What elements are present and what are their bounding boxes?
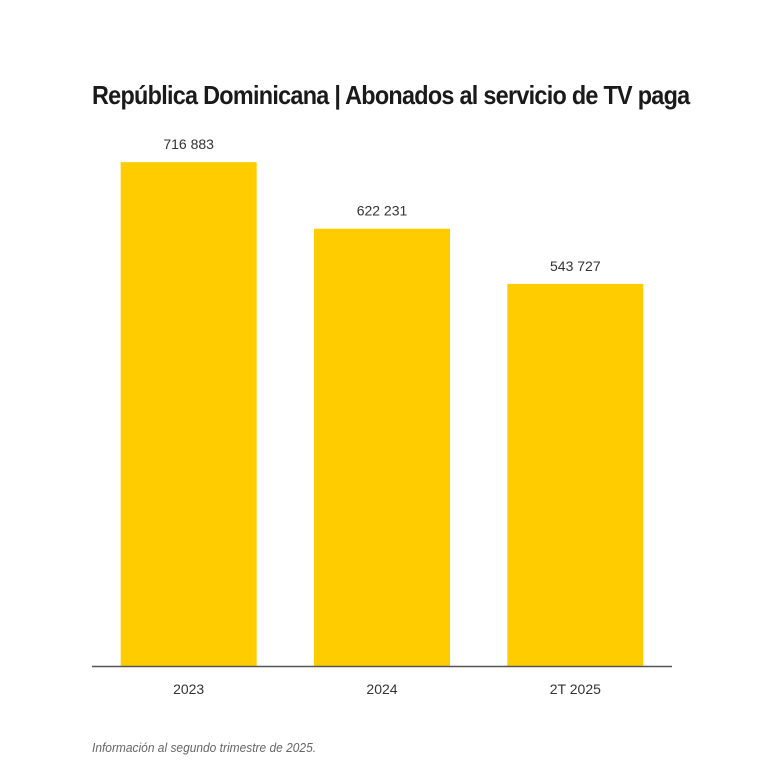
bar-labels-group: 716 883 622 231 543 727 <box>163 136 600 274</box>
bar-2023 <box>120 162 257 666</box>
bars-group <box>120 162 644 666</box>
x-tick-label: 2024 <box>366 681 397 697</box>
x-tick-labels-group: 2023 2024 2T 2025 <box>173 681 601 697</box>
x-tick-label: 2023 <box>173 681 204 697</box>
bar-2024 <box>314 228 450 666</box>
x-tick-label: 2T 2025 <box>550 681 601 697</box>
bar-value-label: 543 727 <box>550 258 601 274</box>
footnote: Información al segundo trimestre de 2025… <box>92 740 317 755</box>
bar-value-label: 716 883 <box>163 136 214 152</box>
bar-2t-2025 <box>507 283 644 666</box>
chart-title: República Dominicana | Abonados al servi… <box>92 80 690 110</box>
bar-value-label: 622 231 <box>357 203 408 219</box>
